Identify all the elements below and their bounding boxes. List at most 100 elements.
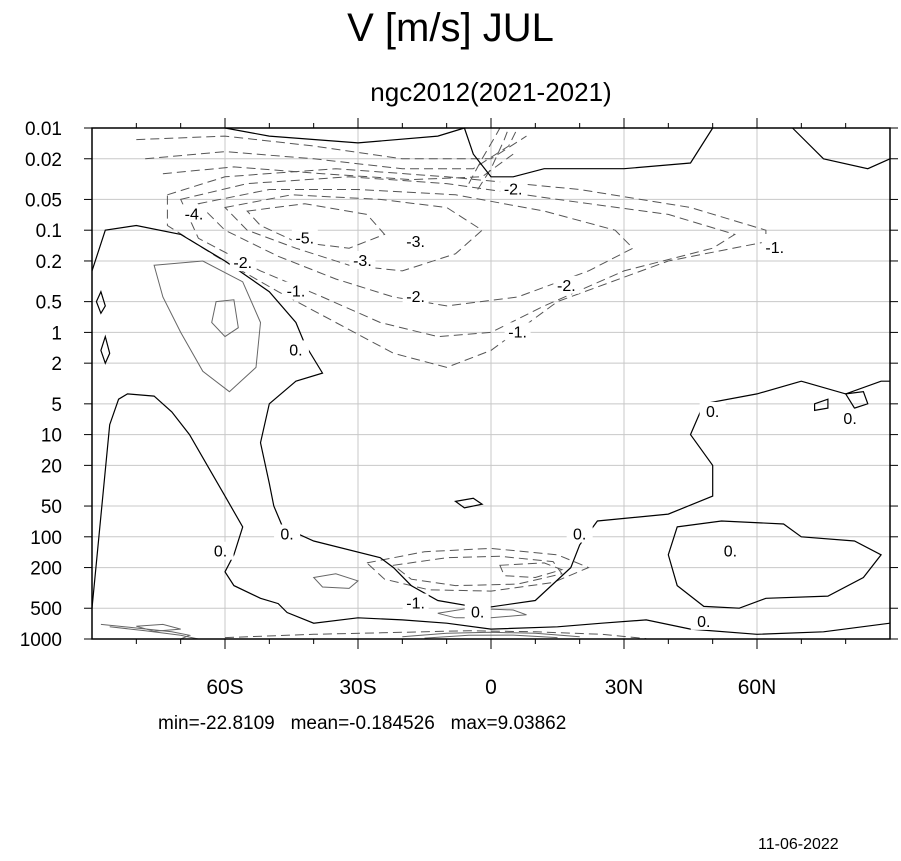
contour-label: -2.: [233, 255, 252, 272]
contour-label: -5.: [295, 230, 314, 247]
contour-label-bg: [402, 286, 429, 305]
contour-label: 0.: [843, 411, 856, 428]
y-tick-label: 0.2: [36, 252, 62, 273]
contour-label-bg: [553, 275, 580, 294]
contour-line: [814, 398, 829, 412]
contour-line: [477, 127, 510, 190]
y-tick-label: 100: [30, 528, 62, 549]
contour-line: [453, 497, 484, 509]
contour-line: [499, 562, 564, 579]
chart-subtitle: ngc2012(2021-2021): [370, 77, 612, 107]
contour-label: 0.: [573, 527, 586, 544]
contour-label-bg: [690, 611, 717, 630]
contour-line: [667, 520, 883, 609]
y-tick-label: 500: [30, 599, 62, 620]
contour-label-bg: [464, 602, 491, 621]
contour-line: [468, 127, 501, 184]
contour-label-bg: [699, 401, 726, 420]
contour-line: [100, 623, 192, 640]
contour-label: -1.: [765, 240, 784, 257]
contour-line: [211, 299, 239, 338]
y-tick-label: 0.5: [36, 293, 62, 314]
contour-line: [365, 547, 590, 592]
contour-label: 0.: [471, 604, 484, 621]
contour-label-bg: [229, 253, 256, 272]
contour-label: -1.: [287, 284, 306, 301]
contour-line: [95, 290, 106, 315]
contour-line: [136, 135, 527, 160]
contour-line: [166, 168, 767, 368]
contour-label-bg: [274, 524, 301, 543]
y-tick-label: 200: [30, 559, 62, 580]
contour-label: 0.: [214, 544, 227, 561]
contour-label-bg: [761, 238, 788, 257]
contour-line: [392, 555, 563, 587]
contour-line: [100, 334, 111, 365]
contour-lines: [91, 127, 891, 640]
chart-title: V [m/s] JUL: [347, 6, 554, 50]
contour-line: [246, 203, 386, 249]
plot-date: 11-06-2022: [758, 836, 839, 853]
contour-label: -2.: [406, 289, 425, 306]
contour-label: -2.: [557, 278, 576, 295]
y-tick-label: 2: [51, 354, 62, 375]
contour-label-bg: [837, 408, 864, 427]
contour-line: [197, 189, 634, 307]
contour-line: [224, 127, 465, 144]
y-tick-label: 0.02: [25, 150, 62, 171]
contour-line: [91, 393, 891, 635]
contour-line: [223, 194, 483, 272]
y-tick-label: 1000: [20, 630, 62, 651]
y-tick-label: 20: [41, 456, 62, 477]
axis-ticks: [84, 118, 898, 649]
contour-label: -1.: [508, 324, 527, 341]
stat-mean: mean=-0.184526: [290, 713, 435, 734]
x-tick-label: 30S: [339, 676, 376, 699]
y-tick-label: 50: [41, 497, 62, 518]
contour-label: -3.: [406, 234, 425, 251]
y-tick-label: 0.05: [25, 190, 62, 211]
y-tick-label: 1: [51, 323, 62, 344]
contour-line: [153, 260, 262, 393]
y-tick-label: 0.01: [25, 119, 62, 140]
stats-line: min=-22.8109 mean=-0.184526 max=9.03862: [158, 712, 566, 736]
contour-label-bg: [504, 322, 531, 341]
contour-label-bg: [180, 204, 207, 223]
contour-label: 0.: [706, 404, 719, 421]
contour-line: [179, 176, 737, 338]
contour-label: -4.: [185, 206, 204, 223]
contour-line: [91, 224, 890, 609]
contour-line: [463, 127, 714, 178]
contour-line: [402, 631, 580, 638]
contour-label: -2.: [504, 182, 523, 199]
contour-label-bg: [291, 228, 318, 247]
x-tick-label: 60N: [738, 676, 777, 699]
contour-line: [136, 623, 181, 632]
contour-label-bg: [566, 524, 593, 543]
y-tick-label: 0.1: [36, 221, 62, 242]
contour-label-bg: [402, 231, 429, 250]
contour-label: -1.: [406, 596, 425, 613]
contour-line: [844, 391, 869, 409]
contour-label-bg: [282, 281, 309, 300]
contour-line: [792, 127, 891, 170]
contour-label-bg: [500, 179, 527, 198]
contour-label: 0.: [724, 544, 737, 561]
grid-lines: [92, 127, 890, 640]
contour-line: [224, 630, 647, 640]
stat-min: min=-22.8109: [158, 713, 275, 734]
contour-line: [109, 626, 199, 640]
x-tick-label: 30N: [605, 676, 644, 699]
contour-label-bg: [402, 593, 429, 612]
contour-line: [145, 127, 519, 170]
contour-label-bg: [282, 340, 309, 359]
y-tick-label: 10: [41, 426, 62, 447]
contour-label-bg: [349, 250, 376, 269]
contour-label-bg: [207, 541, 234, 560]
y-tick-label: 5: [51, 395, 62, 416]
contour-label: 0.: [289, 342, 302, 359]
contour-line: [312, 573, 360, 589]
contour-label: 0.: [280, 527, 293, 544]
contour-line: [424, 634, 558, 639]
contour-line: [162, 153, 514, 181]
